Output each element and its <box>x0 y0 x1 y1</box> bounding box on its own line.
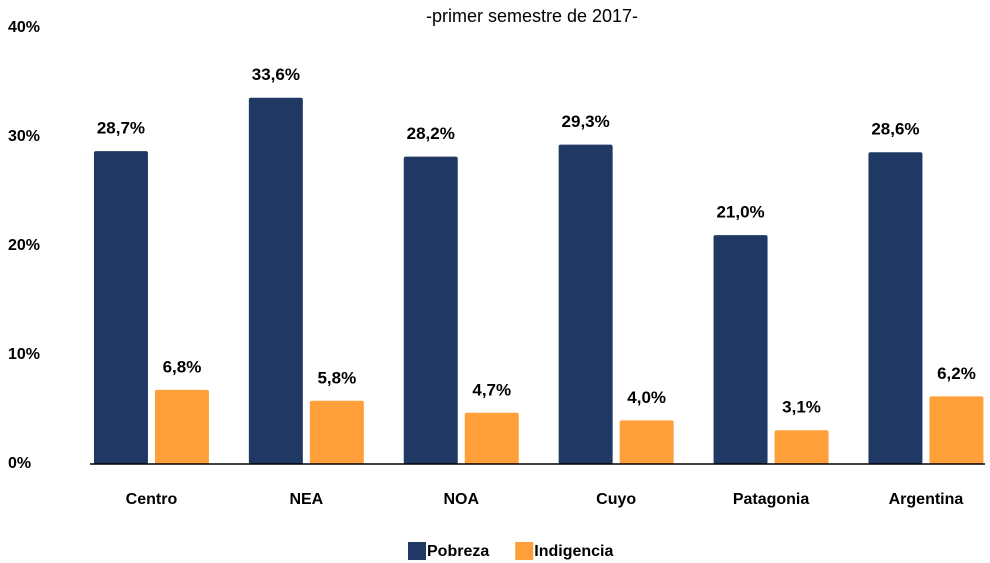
bar <box>713 235 768 464</box>
bar <box>154 389 209 464</box>
y-tick-label: 10% <box>8 346 40 363</box>
data-label: 5,8% <box>317 368 356 387</box>
legend-label: Indigencia <box>534 543 613 560</box>
legend-swatch <box>515 542 534 560</box>
bar <box>403 156 458 464</box>
bar <box>929 396 984 464</box>
legend-label: Pobreza <box>427 543 489 560</box>
y-tick-label: 20% <box>8 237 40 254</box>
bar <box>464 412 519 464</box>
bar <box>93 151 148 465</box>
data-label: 29,3% <box>562 112 610 131</box>
x-tick-label: Argentina <box>889 491 964 508</box>
y-tick-label: 40% <box>8 19 40 36</box>
x-tick-label: Cuyo <box>596 491 636 508</box>
data-label: 28,2% <box>407 124 455 143</box>
x-tick-label: NEA <box>289 491 323 508</box>
y-tick-label: 0% <box>8 455 31 472</box>
data-label: 3,1% <box>782 398 821 417</box>
x-tick-label: Patagonia <box>733 491 810 508</box>
data-label: 6,8% <box>163 357 202 376</box>
data-label: 33,6% <box>252 65 300 84</box>
data-label: 28,6% <box>871 120 919 139</box>
bar <box>868 152 923 464</box>
x-tick-label: NOA <box>443 491 479 508</box>
bar <box>309 400 364 464</box>
bar <box>619 420 674 464</box>
chart-subtitle: -primer semestre de 2017- <box>426 6 638 26</box>
data-label: 28,7% <box>97 119 145 138</box>
data-label: 21,0% <box>716 203 764 222</box>
legend-swatch <box>408 542 426 560</box>
data-label: 4,7% <box>472 380 511 399</box>
data-label: 6,2% <box>937 364 976 383</box>
bar <box>248 97 303 464</box>
y-tick-label: 30% <box>8 128 40 145</box>
bar <box>774 430 829 464</box>
x-tick-label: Centro <box>126 491 178 508</box>
data-label: 4,0% <box>627 388 666 407</box>
bar <box>558 144 613 464</box>
